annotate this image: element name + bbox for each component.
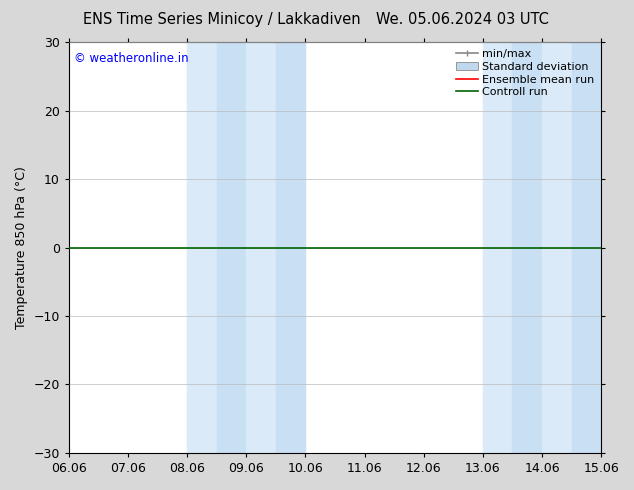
Bar	[187, 42, 217, 453]
Bar	[217, 42, 247, 453]
Bar	[512, 42, 542, 453]
Text: ENS Time Series Minicoy / Lakkadiven: ENS Time Series Minicoy / Lakkadiven	[83, 12, 361, 27]
Y-axis label: Temperature 850 hPa (°C): Temperature 850 hPa (°C)	[15, 166, 28, 329]
Text: © weatheronline.in: © weatheronline.in	[74, 52, 189, 65]
Bar	[542, 42, 572, 453]
Bar	[247, 42, 276, 453]
Bar	[483, 42, 512, 453]
Legend: min/max, Standard deviation, Ensemble mean run, Controll run: min/max, Standard deviation, Ensemble me…	[452, 46, 598, 101]
Bar	[276, 42, 306, 453]
Text: We. 05.06.2024 03 UTC: We. 05.06.2024 03 UTC	[377, 12, 549, 27]
Bar	[572, 42, 601, 453]
